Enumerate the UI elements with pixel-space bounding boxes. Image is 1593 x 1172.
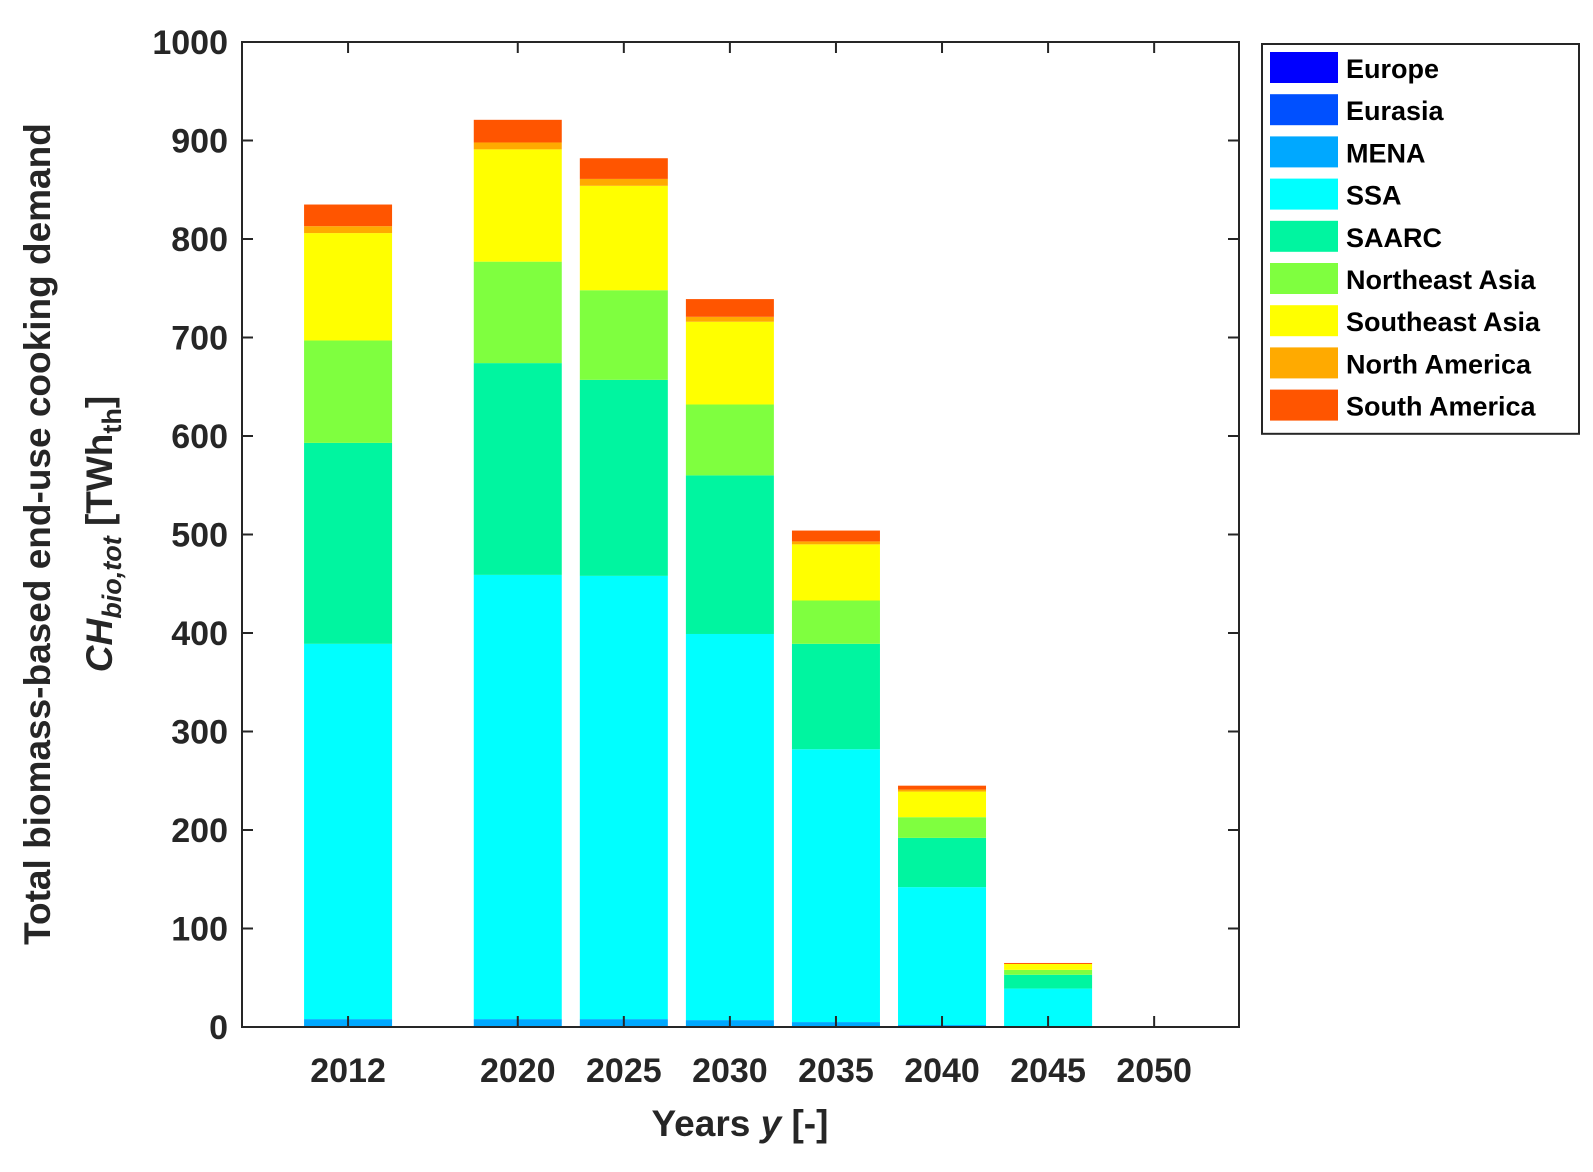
- bar-segment-2035-north-america: [791, 541, 880, 545]
- y-tick-label: 0: [209, 1009, 228, 1047]
- bar-segment-2020-south-america: [473, 119, 562, 143]
- legend-swatch-ssa: [1270, 178, 1338, 210]
- bar-segment-2025-saarc: [579, 379, 668, 576]
- y-axis-label-line1: Total biomass-based end-use cooking dema…: [17, 123, 58, 945]
- y-axis-label-line2: CHbio,tot [TWhth]: [79, 396, 127, 672]
- bar-segment-2020-north-america: [473, 142, 562, 150]
- bar-segment-2020-saarc: [473, 363, 562, 575]
- y-tick-label: 900: [171, 123, 228, 161]
- x-tick-label: 2040: [904, 1052, 980, 1090]
- bar-segment-2025-northeast-asia: [579, 290, 668, 380]
- bar-segment-2012-saarc: [304, 442, 393, 644]
- legend-swatch-saarc: [1270, 220, 1338, 252]
- legend-swatch-south-america: [1270, 389, 1338, 421]
- x-axis-label: Years y [-]: [652, 1103, 829, 1144]
- legend-swatch-europe: [1270, 52, 1338, 83]
- y-tick-label: 800: [171, 221, 228, 259]
- legend-label-south-america: South America: [1346, 392, 1537, 422]
- legend-label-saarc: SAARC: [1346, 223, 1442, 253]
- y-tick-label: 500: [171, 517, 228, 555]
- bar-segment-2040-saarc: [898, 837, 987, 888]
- bar-segment-2045-saarc: [1004, 974, 1093, 989]
- bar-segment-2040-south-america: [898, 785, 987, 790]
- legend-label-mena: MENA: [1346, 138, 1426, 168]
- bar-segment-2045-northeast-asia: [1004, 969, 1093, 975]
- bar-segment-2025-north-america: [579, 178, 668, 186]
- legend-label-ssa: SSA: [1346, 181, 1402, 211]
- bar-segment-2030-southeast-asia: [685, 321, 774, 405]
- bar-segment-2035-saarc: [791, 643, 880, 750]
- bar-segment-2030-saarc: [685, 475, 774, 634]
- bar-segment-2045-south-america: [1004, 962, 1093, 964]
- y-tick-label: 200: [171, 812, 228, 850]
- ticks-group: 0 100 200 300 400 500 600 700 800 900 1000 2012 2020…: [152, 24, 1239, 1090]
- legend-swatch-eurasia: [1270, 94, 1338, 126]
- legend-label-northeast-asia: Northeast Asia: [1346, 265, 1537, 295]
- bar-segment-2040-north-america: [898, 789, 987, 792]
- bar-segment-2020-northeast-asia: [473, 261, 562, 364]
- bar-segment-2012-south-america: [304, 204, 393, 227]
- bar-segment-2035-northeast-asia: [791, 600, 880, 644]
- y-tick-label: 1000: [152, 24, 228, 62]
- y-tick-label: 600: [171, 418, 228, 456]
- bar-segment-2030-northeast-asia: [685, 404, 774, 476]
- bar-segment-2035-south-america: [791, 530, 880, 542]
- y-tick-label: 700: [171, 320, 228, 358]
- x-tick-label: 2025: [586, 1052, 662, 1090]
- bar-segment-2025-south-america: [579, 158, 668, 179]
- bar-segment-2025-southeast-asia: [579, 185, 668, 291]
- bar-segment-2035-southeast-asia: [791, 544, 880, 601]
- x-tick-label: 2045: [1010, 1052, 1086, 1090]
- bar-segment-2025-ssa: [579, 575, 668, 1020]
- bar-segment-2045-southeast-asia: [1004, 963, 1093, 970]
- legend-label-europe: Europe: [1346, 54, 1439, 84]
- x-tick-label: 2050: [1116, 1052, 1192, 1090]
- x-tick-label: 2012: [310, 1052, 386, 1090]
- y-tick-label: 100: [171, 911, 228, 949]
- x-tick-label: 2035: [798, 1052, 874, 1090]
- y-tick-label: 400: [171, 615, 228, 653]
- legend: Europe Eurasia MENA SSA SAARC Northeast Asia S…: [1261, 43, 1580, 435]
- bar-segment-2030-south-america: [685, 299, 774, 317]
- bar-segment-2012-north-america: [304, 226, 393, 234]
- x-tick-label: 2030: [692, 1052, 768, 1090]
- bar-segment-2040-southeast-asia: [898, 791, 987, 818]
- x-tick-label: 2020: [480, 1052, 556, 1090]
- bar-segment-2012-ssa: [304, 643, 393, 1020]
- legend-label-north-america: North America: [1346, 349, 1532, 379]
- bar-segment-2040-ssa: [898, 887, 987, 1026]
- bars-group: [304, 119, 1093, 1027]
- bar-segment-2035-ssa: [791, 749, 880, 1023]
- bar-segment-2012-northeast-asia: [304, 340, 393, 443]
- bar-segment-2030-ssa: [685, 633, 774, 1021]
- legend-label-eurasia: Eurasia: [1346, 96, 1445, 126]
- bar-segment-2012-southeast-asia: [304, 233, 393, 341]
- legend-swatch-north-america: [1270, 347, 1338, 379]
- bar-segment-2020-southeast-asia: [473, 149, 562, 262]
- legend-swatch-mena: [1270, 136, 1338, 168]
- legend-label-southeast-asia: Southeast Asia: [1346, 307, 1541, 337]
- bar-segment-2020-ssa: [473, 574, 562, 1020]
- y-tick-label: 300: [171, 714, 228, 752]
- legend-swatch-northeast-asia: [1270, 263, 1338, 294]
- bar-segment-2030-north-america: [685, 316, 774, 322]
- bar-segment-2040-northeast-asia: [898, 817, 987, 838]
- legend-swatch-southeast-asia: [1270, 305, 1338, 337]
